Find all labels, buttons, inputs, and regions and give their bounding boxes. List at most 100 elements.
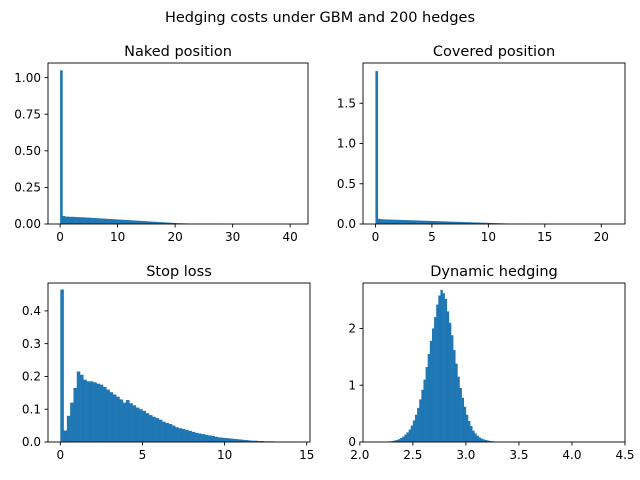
histogram-bar xyxy=(401,219,405,224)
histogram-bar xyxy=(441,221,445,224)
histogram-bar xyxy=(149,221,153,224)
histogram-bar xyxy=(76,371,81,442)
histogram-bar xyxy=(489,222,492,224)
histogram-bar xyxy=(427,353,431,442)
histogram-bar xyxy=(442,293,445,442)
histogram-bar xyxy=(475,222,478,224)
histogram-bar xyxy=(241,439,245,442)
histogram-bar xyxy=(484,440,488,442)
histogram-bar xyxy=(159,222,162,224)
histogram-bar xyxy=(408,429,411,442)
histogram-bar xyxy=(403,220,407,224)
histogram-bar xyxy=(88,217,91,224)
x-tick-label: 2.0 xyxy=(350,448,369,462)
histogram-bar xyxy=(453,350,456,442)
x-tick-label: 0 xyxy=(56,230,64,244)
axes-frame xyxy=(47,62,309,225)
histogram-bar xyxy=(185,429,189,442)
histogram-bar xyxy=(116,396,120,442)
histogram-bar xyxy=(260,441,265,442)
histogram-bar xyxy=(425,367,428,442)
histogram-bar xyxy=(387,219,390,224)
histogram-bar xyxy=(482,439,486,442)
histogram-bar xyxy=(89,381,94,442)
axes-frame xyxy=(362,282,626,443)
histogram-bar xyxy=(461,397,465,442)
histogram-bar xyxy=(76,217,80,224)
histogram-bar xyxy=(422,220,426,224)
x-tick-label: 0 xyxy=(372,230,380,244)
histogram-bar xyxy=(477,222,481,224)
histogram-bar xyxy=(74,216,77,224)
histogram-bar xyxy=(484,222,488,224)
histogram-bar xyxy=(425,220,428,224)
subplot-title: Covered position xyxy=(433,44,555,60)
histogram-bar xyxy=(468,420,471,442)
histogram-bar xyxy=(406,432,409,442)
histogram-bar xyxy=(66,415,71,442)
histogram-bar xyxy=(70,402,74,442)
histogram-bar xyxy=(114,219,117,224)
y-tick-label: 1.00 xyxy=(14,71,41,85)
histogram-bar xyxy=(109,392,114,442)
histogram-bar xyxy=(465,222,469,224)
histogram-bar xyxy=(106,389,110,442)
histogram-bar xyxy=(71,216,75,224)
y-tick-label: 0.25 xyxy=(14,181,41,195)
histogram-bar xyxy=(90,217,94,224)
histogram-bar xyxy=(100,218,103,224)
histogram-bar xyxy=(444,221,447,224)
histogram-bar xyxy=(104,218,108,224)
histogram-bar xyxy=(487,440,490,442)
histogram-bar xyxy=(455,363,458,442)
histogram-bar xyxy=(446,221,450,224)
histogram-bar xyxy=(173,222,176,224)
axes: 0 5 10 15 0.0 0.1 0.2 0.3 0.4 xyxy=(22,282,314,462)
histogram-bar xyxy=(214,436,219,442)
histogram-bar xyxy=(375,71,379,224)
y-tick-label: 0.50 xyxy=(14,144,41,158)
histogram-bar xyxy=(237,439,242,442)
histogram-bar xyxy=(126,400,130,442)
histogram-bar xyxy=(418,220,421,224)
histogram-bar xyxy=(95,218,99,224)
histogram-bar xyxy=(161,222,165,224)
histogram-bar xyxy=(166,222,169,224)
histogram-bar xyxy=(459,388,462,442)
histogram-bar xyxy=(440,289,443,442)
histogram-bar xyxy=(83,217,87,224)
histogram-bar xyxy=(247,440,252,442)
histogram-bar xyxy=(421,389,424,442)
histogram-bar xyxy=(491,223,495,224)
x-tick-label: 15 xyxy=(299,448,314,462)
histogram-bar xyxy=(398,439,401,442)
histogram-bar xyxy=(486,222,490,224)
histogram-bar xyxy=(476,435,479,442)
histogram-bar xyxy=(457,376,460,442)
histogram-bar xyxy=(437,221,440,224)
x-tick-label: 40 xyxy=(283,230,298,244)
histogram-bar xyxy=(149,415,153,442)
histogram-bar xyxy=(123,219,127,224)
histogram-bar xyxy=(163,222,167,224)
histogram-bar xyxy=(67,216,70,224)
histogram-bar xyxy=(73,387,77,442)
axes: 0 10 20 30 40 0.00 0.25 0.50 0.75 1.00 xyxy=(14,62,309,244)
y-tick-label: 0 xyxy=(348,435,356,449)
histogram-bar xyxy=(406,220,409,224)
histogram-bar xyxy=(201,434,206,442)
histogram-bar xyxy=(140,220,143,224)
histogram-bar xyxy=(460,221,464,224)
histogram-bar xyxy=(69,216,73,224)
histogram-bar xyxy=(135,407,140,442)
histogram-bar xyxy=(224,438,229,442)
histogram-bar xyxy=(142,221,146,224)
histogram-bar xyxy=(244,440,248,442)
histogram-bar xyxy=(436,304,439,442)
histogram-bar xyxy=(432,221,435,224)
histogram-bar xyxy=(396,219,400,224)
histogram-bar xyxy=(451,221,454,224)
x-tick-label: 5 xyxy=(139,448,147,462)
histogram-bar xyxy=(198,433,202,442)
histogram-bar xyxy=(250,440,255,442)
